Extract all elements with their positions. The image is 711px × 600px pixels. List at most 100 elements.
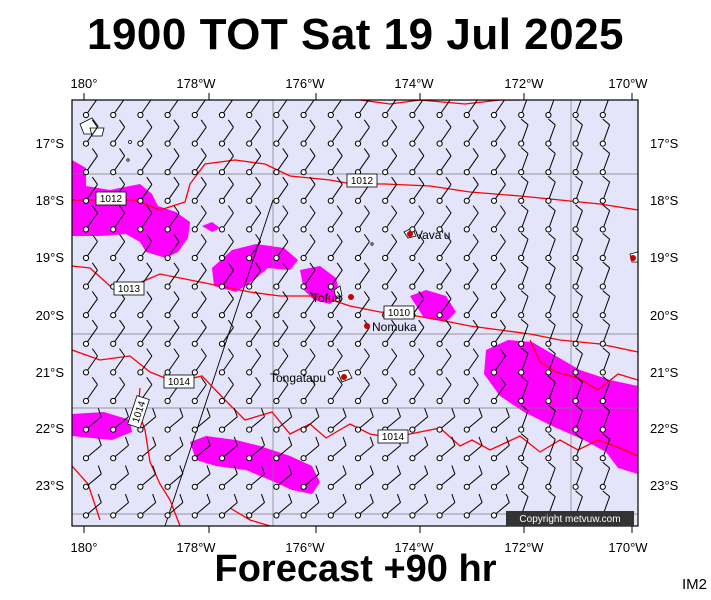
wind-barb <box>545 347 556 376</box>
wind-barb <box>110 148 126 176</box>
wind-barb <box>545 433 556 462</box>
wind-barb <box>545 376 556 405</box>
lon-label: 176°W <box>285 76 325 91</box>
wind-barb <box>191 233 207 262</box>
wind-barb <box>273 205 289 233</box>
rain-area <box>300 266 340 304</box>
wind-barb <box>518 318 529 347</box>
wind-barb <box>463 233 479 262</box>
place-vavau: Vava'u <box>407 228 450 242</box>
island <box>89 127 105 137</box>
wind-barb <box>110 100 125 119</box>
wind-barb <box>572 290 583 319</box>
wind-barb <box>599 404 611 433</box>
wind-barb <box>82 100 98 119</box>
ocean-area <box>72 100 638 526</box>
wind-barb <box>572 147 583 176</box>
wind-barb <box>436 319 452 347</box>
wind-barb <box>409 436 429 462</box>
wind-barb <box>218 100 234 119</box>
isobar-line <box>72 465 101 521</box>
wind-barb <box>300 205 316 233</box>
wind-barb <box>354 205 370 233</box>
wind-barb <box>273 319 289 347</box>
wind-barb <box>300 262 316 290</box>
place-marker-east <box>630 255 636 261</box>
wind-barb <box>218 319 234 347</box>
image-id-label: IM2 <box>682 576 708 593</box>
wind-barb <box>382 233 398 262</box>
wind-barb <box>164 262 180 290</box>
wind-barb <box>354 376 370 405</box>
wind-barb <box>137 100 152 119</box>
wind-barb <box>436 148 452 176</box>
wind-barb <box>518 290 529 319</box>
wind-barb <box>164 465 184 490</box>
wind-barb <box>110 348 126 376</box>
wind-barb <box>463 493 483 519</box>
wind-barb <box>273 148 289 176</box>
wind-barb <box>599 204 611 233</box>
wind-barb <box>409 205 425 233</box>
wind-barb <box>246 465 265 490</box>
wind-barb <box>273 262 289 290</box>
wind-barb <box>137 319 153 347</box>
wind-barb <box>218 119 234 147</box>
wind-barb <box>518 376 529 405</box>
wind-barb <box>300 493 320 519</box>
wind-barb <box>300 291 316 319</box>
svg-text:1012: 1012 <box>100 194 123 205</box>
wind-barb <box>572 118 583 147</box>
wind-barb <box>327 291 343 319</box>
wind-barb <box>463 148 479 176</box>
wind-barb <box>327 376 343 405</box>
wind-barb <box>518 147 529 176</box>
lat-label: 17°S <box>650 136 679 151</box>
wind-barb <box>191 493 211 519</box>
isobar-line <box>359 100 520 105</box>
wind-barbs <box>82 100 611 519</box>
wind-barb <box>300 348 316 376</box>
wind-barb <box>599 147 611 176</box>
wind-barb <box>463 465 483 490</box>
wind-barb <box>327 436 347 462</box>
wind-barb <box>354 100 370 119</box>
wind-barb <box>110 119 126 147</box>
wind-barb <box>82 119 98 147</box>
date-line <box>164 199 274 526</box>
wind-barb <box>572 233 583 262</box>
wind-barb <box>463 205 479 233</box>
svg-text:Tongatapu: Tongatapu <box>270 371 326 385</box>
wind-barb <box>354 493 374 519</box>
wind-barb <box>545 261 556 290</box>
lat-label: 18°S <box>36 193 65 208</box>
place-tongatapu: Tongatapu <box>270 371 347 385</box>
island <box>370 242 374 246</box>
wind-barb <box>463 319 479 347</box>
wind-barb <box>490 205 506 233</box>
lat-label: 19°S <box>650 250 679 265</box>
wind-barb <box>382 148 398 176</box>
wind-barb <box>82 493 102 519</box>
wind-barb <box>218 205 234 233</box>
wind-barb <box>409 408 429 433</box>
wind-barb <box>545 318 556 347</box>
wind-barb <box>191 100 206 119</box>
wind-barb <box>246 148 262 176</box>
wind-barb <box>545 175 556 204</box>
wind-barb <box>82 148 98 176</box>
wind-barb <box>518 347 529 376</box>
wind-barb <box>218 148 234 176</box>
axis-ticks <box>83 93 633 533</box>
wind-barb <box>463 100 478 119</box>
svg-text:1012: 1012 <box>351 176 374 187</box>
lat-label: 22°S <box>650 421 679 436</box>
wind-barb <box>599 290 611 319</box>
rain-area <box>410 290 456 322</box>
wind-barb <box>137 176 153 204</box>
wind-barb <box>409 176 425 204</box>
wind-barb <box>354 348 370 376</box>
wind-barb <box>164 119 180 147</box>
wind-barb <box>409 493 429 519</box>
